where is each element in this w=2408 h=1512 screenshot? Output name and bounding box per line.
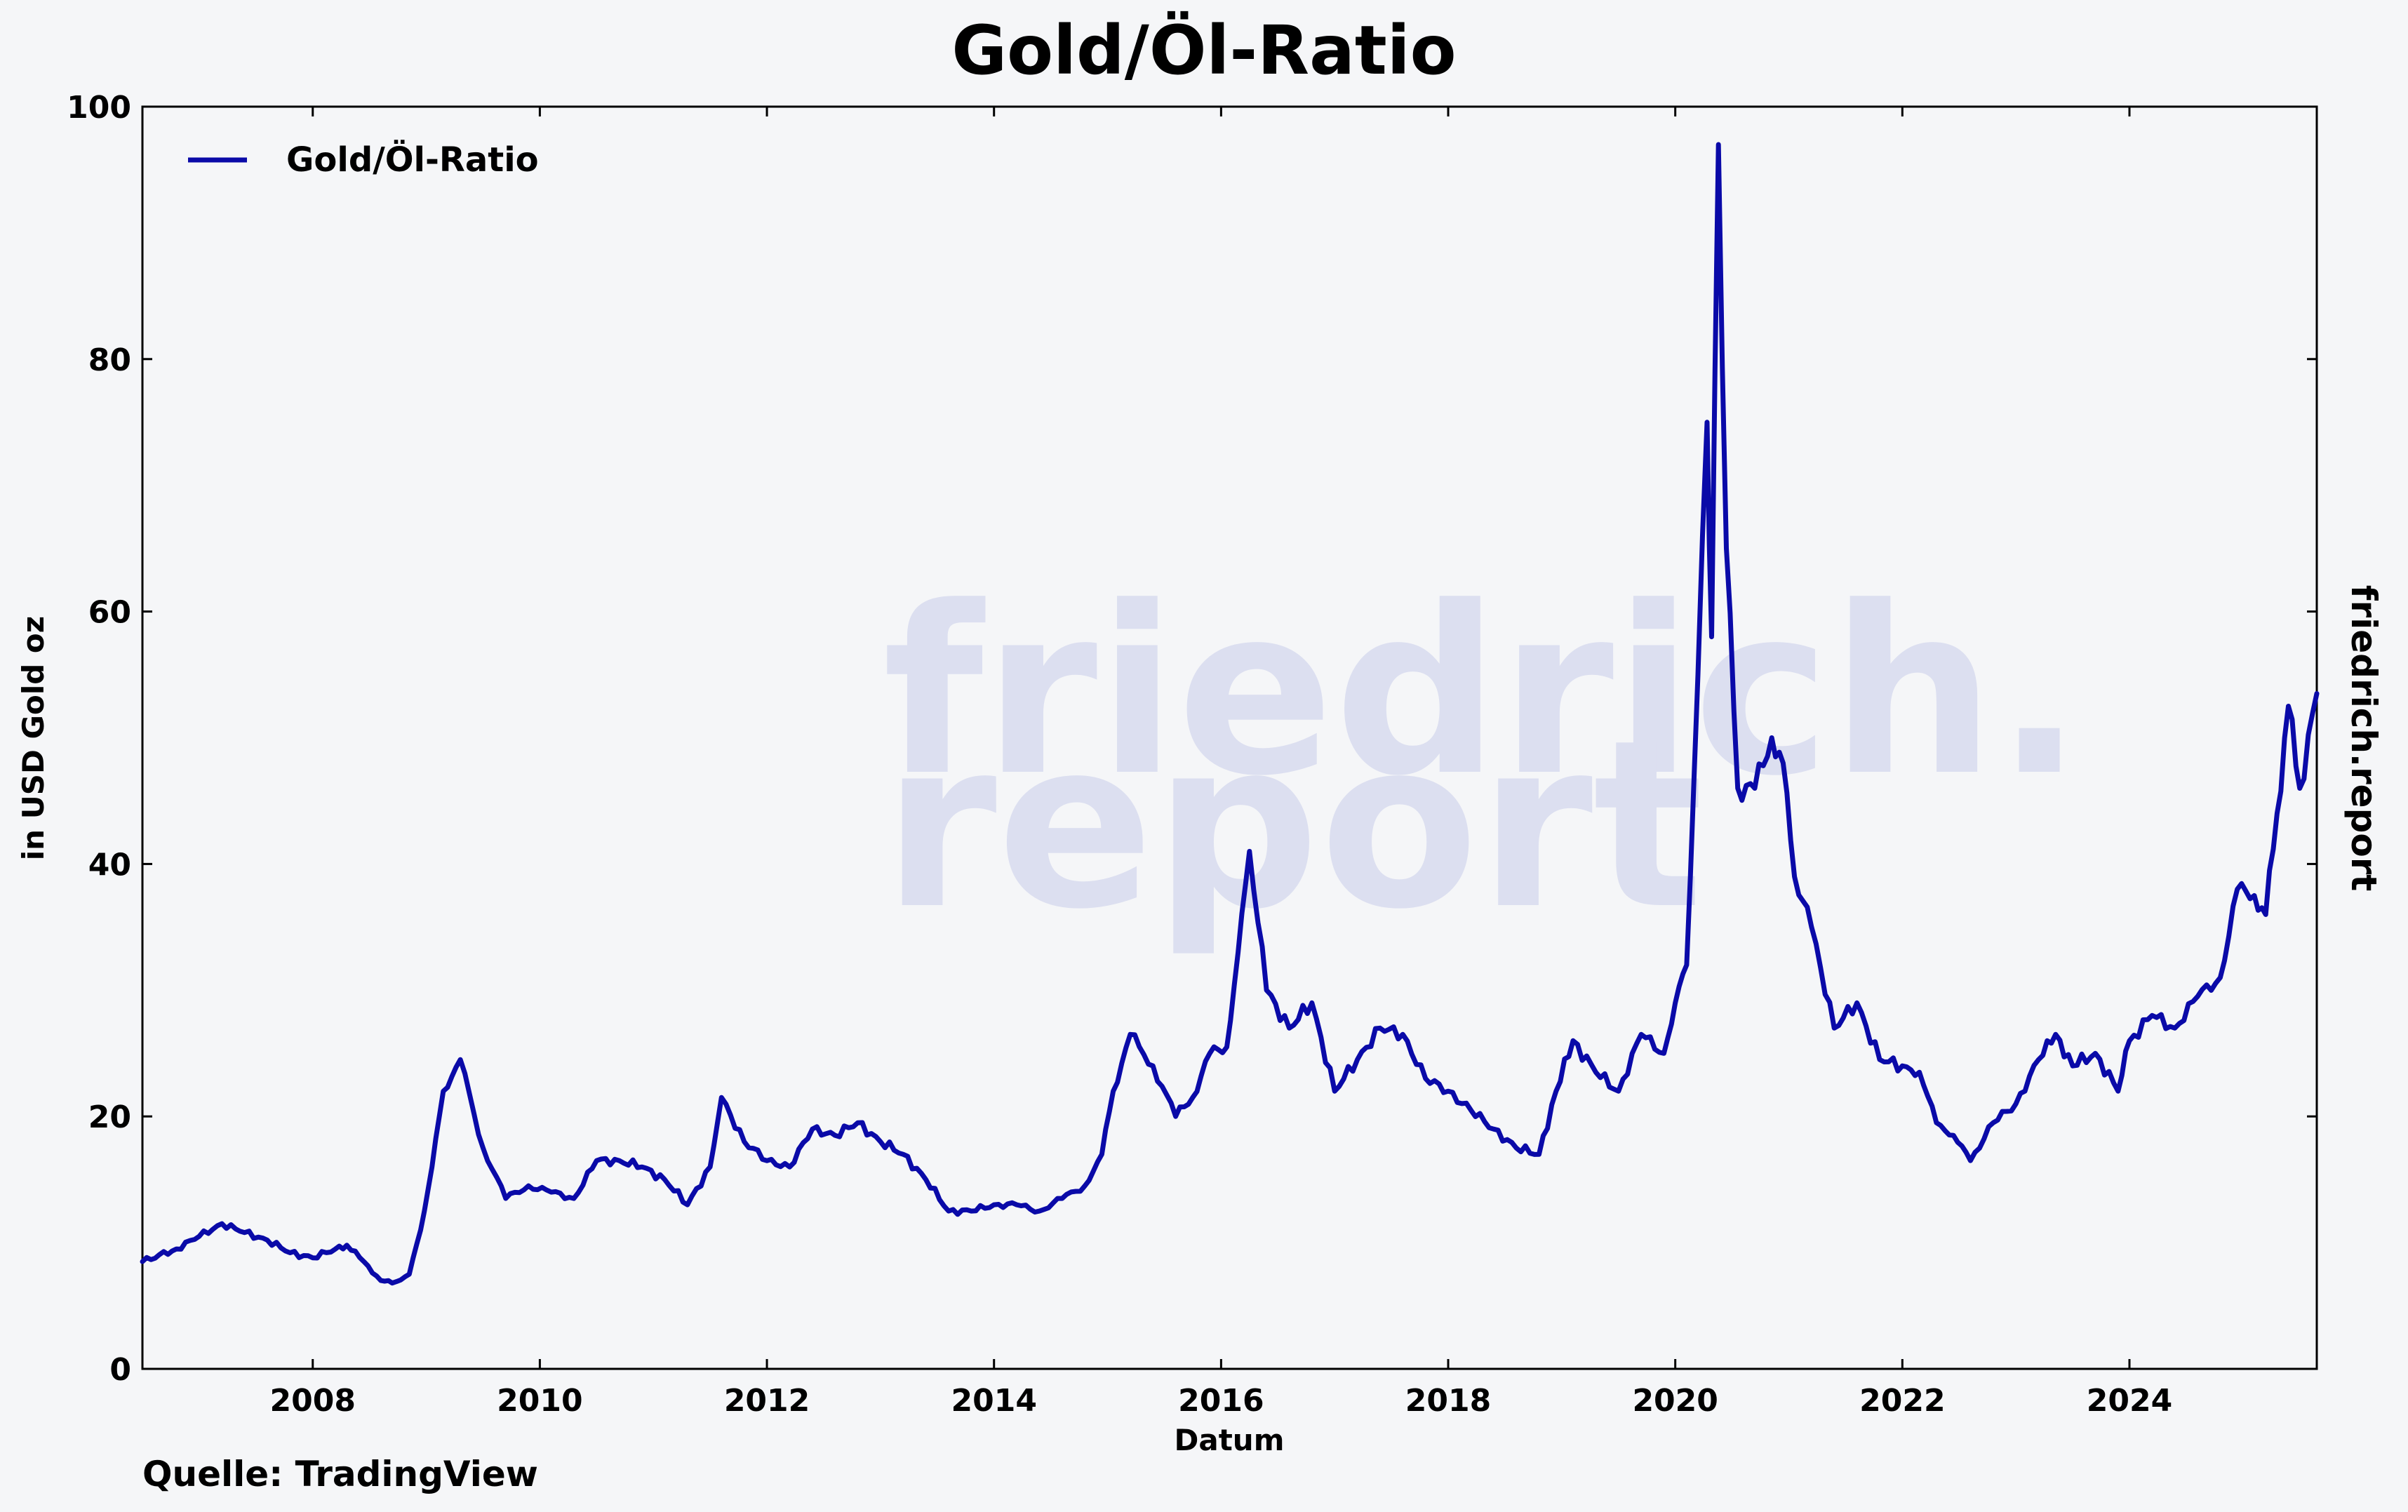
y-tick-label: 0: [109, 1352, 131, 1388]
watermark-line-1: friedrich.: [883, 557, 2083, 827]
side-brand: friedrich.report: [2343, 585, 2384, 892]
legend: Gold/Öl-Ratio: [188, 140, 539, 180]
x-tick-label: 2010: [497, 1383, 582, 1419]
x-tick-label: 2024: [2087, 1383, 2172, 1419]
x-axis-label: Datum: [1175, 1423, 1285, 1457]
y-tick-label: 60: [88, 595, 131, 631]
legend-entry: Gold/Öl-Ratio: [286, 140, 539, 180]
source-label: Quelle: TradingView: [142, 1454, 538, 1494]
x-tick-label: 2016: [1178, 1383, 1264, 1419]
watermark: friedrich. report: [883, 557, 2083, 960]
y-tick-label: 80: [88, 342, 131, 378]
series-layer: [140, 142, 2320, 1286]
watermark-line-2: report: [883, 690, 1704, 960]
x-tick-label: 2022: [1859, 1383, 1945, 1419]
chart-title: Gold/Öl-Ratio: [951, 11, 1456, 90]
x-tick-label: 2008: [270, 1383, 356, 1419]
x-tick-label: 2020: [1632, 1383, 1718, 1419]
series-line-0: [140, 142, 2320, 1286]
x-tick-label: 2012: [724, 1383, 810, 1419]
y-tick-label: 100: [67, 90, 131, 126]
y-axis-label: in USD Gold oz: [16, 616, 51, 860]
plot-frame: [141, 105, 2318, 1370]
x-tick-label: 2014: [951, 1383, 1036, 1419]
y-axis: 0 20 40 60 80 100: [67, 90, 2317, 1388]
x-axis: 2008 2010 2012 2014 2016 2018 2020 2022 2024: [270, 107, 2172, 1419]
y-tick-label: 20: [88, 1099, 131, 1135]
y-tick-label: 40: [88, 847, 131, 883]
x-tick-label: 2018: [1405, 1383, 1491, 1419]
